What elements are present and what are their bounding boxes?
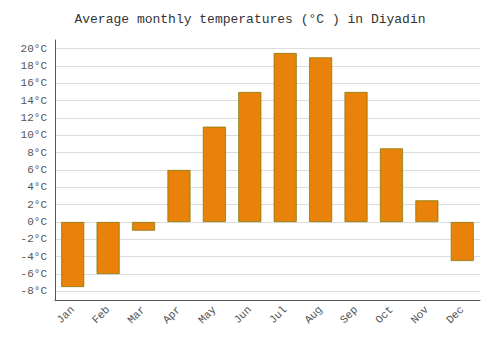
svg-text:0°C: 0°C — [27, 216, 47, 228]
svg-text:18°C: 18°C — [21, 60, 48, 72]
svg-text:Jul: Jul — [267, 304, 289, 326]
svg-text:May: May — [196, 303, 219, 326]
svg-text:Nov: Nov — [409, 303, 432, 326]
svg-text:10°C: 10°C — [21, 129, 48, 141]
svg-text:Apr: Apr — [161, 304, 183, 326]
svg-text:12°C: 12°C — [21, 112, 48, 124]
svg-text:6°C: 6°C — [27, 164, 47, 176]
svg-text:4°C: 4°C — [27, 181, 47, 193]
svg-text:8°C: 8°C — [27, 147, 47, 159]
svg-text:-6°C: -6°C — [21, 268, 48, 280]
svg-text:Mar: Mar — [125, 304, 147, 326]
svg-text:Jan: Jan — [54, 304, 76, 326]
svg-text:Average monthly temperatures (: Average monthly temperatures (°C ) in Di… — [74, 12, 425, 27]
svg-text:Oct: Oct — [373, 304, 395, 326]
svg-text:Aug: Aug — [302, 304, 324, 326]
svg-text:-2°C: -2°C — [21, 233, 48, 245]
svg-text:-8°C: -8°C — [21, 285, 48, 297]
svg-text:Jun: Jun — [232, 304, 254, 326]
svg-text:2°C: 2°C — [27, 199, 47, 211]
svg-text:14°C: 14°C — [21, 95, 48, 107]
svg-text:-4°C: -4°C — [21, 251, 48, 263]
svg-text:Feb: Feb — [90, 304, 112, 326]
svg-text:Dec: Dec — [444, 304, 466, 326]
svg-text:Sep: Sep — [338, 304, 360, 326]
svg-text:20°C: 20°C — [21, 43, 48, 55]
svg-text:16°C: 16°C — [21, 77, 48, 89]
